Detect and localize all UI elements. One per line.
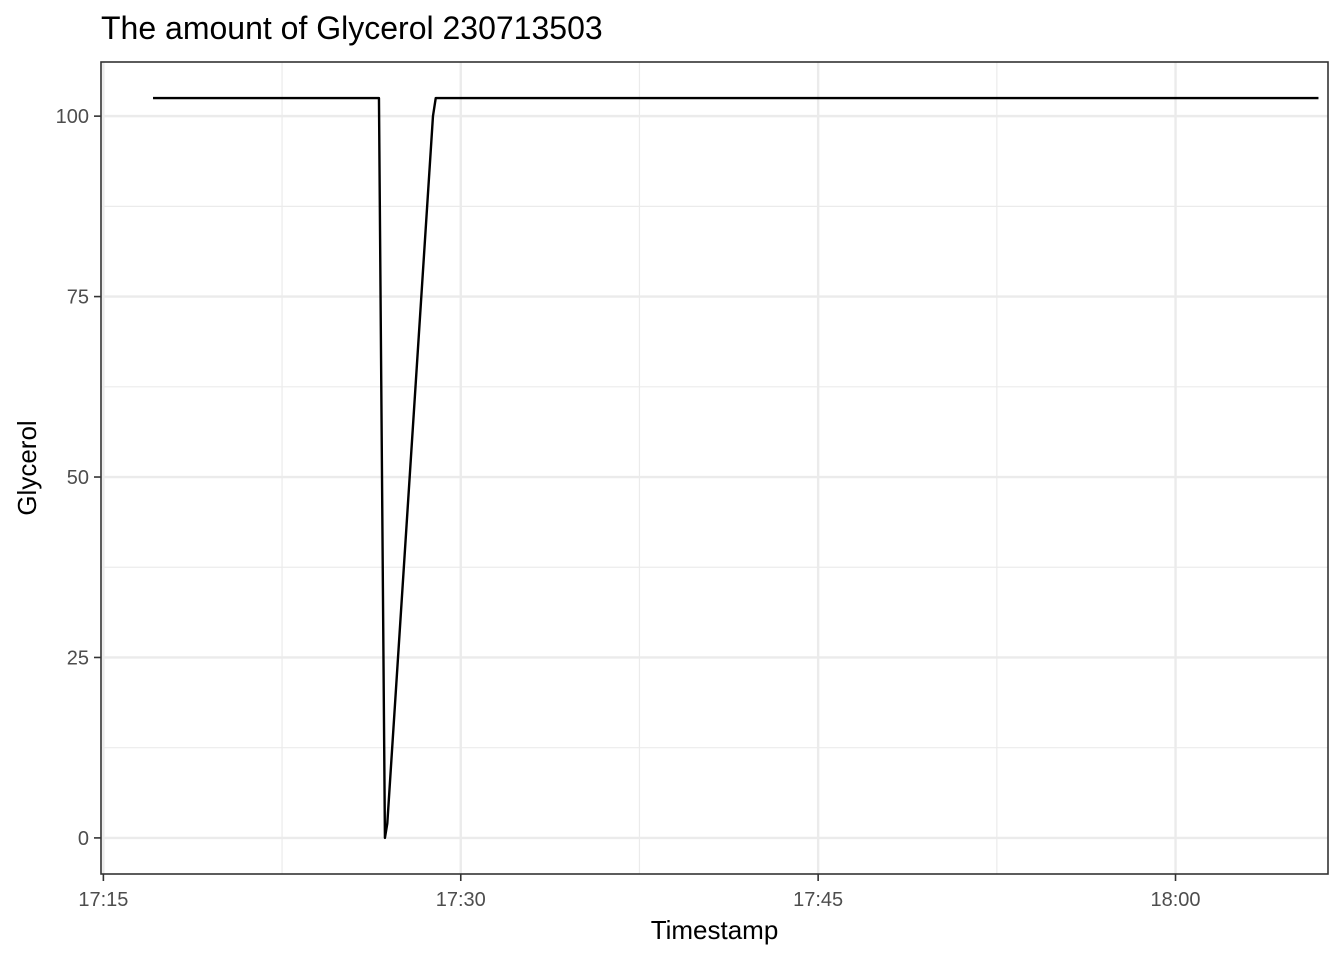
x-tick-label-1: 17:30 (436, 889, 486, 911)
chart-title: The amount of Glycerol 230713503 (101, 10, 603, 46)
x-axis-title: Timestamp (651, 915, 779, 945)
y-tick-label-0: 0 (78, 828, 89, 850)
glycerol-series-line-0 (153, 96, 1319, 840)
y-axis-title: Glycerol (12, 420, 42, 515)
y-tick-label-4: 100 (56, 106, 89, 128)
minor-gridlines (101, 62, 1328, 874)
x-axis: 17:15 17:30 17:45 18:00 (78, 874, 1201, 911)
major-gridlines (101, 62, 1328, 874)
y-tick-label-3: 75 (67, 287, 89, 309)
panel-border (100, 61, 1329, 875)
plot-panel (101, 62, 1328, 874)
y-tick-label-2: 50 (67, 467, 89, 489)
y-tick-label-1: 25 (67, 647, 89, 669)
x-tick-label-3: 18:00 (1150, 889, 1200, 911)
y-axis: 0 25 50 75 100 (56, 106, 101, 850)
x-tick-label-0: 17:15 (78, 889, 128, 911)
x-tick-label-2: 17:45 (793, 889, 843, 911)
series-layer (153, 96, 1319, 840)
